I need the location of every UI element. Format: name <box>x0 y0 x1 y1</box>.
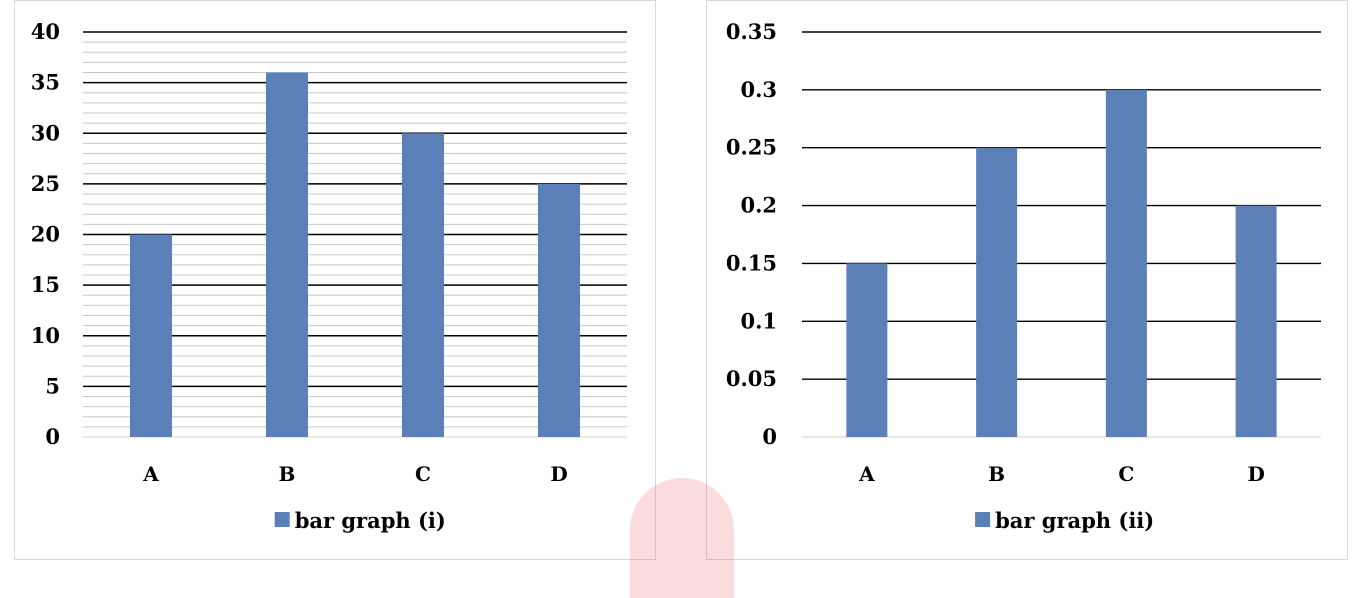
y-tick-label: 0.05 <box>726 366 777 391</box>
y-tick-label: 25 <box>31 171 60 196</box>
y-tick-label: 15 <box>31 272 60 297</box>
bar-c <box>1105 89 1147 437</box>
x-tick-label: D <box>550 462 567 486</box>
bar-a <box>130 234 172 437</box>
y-tick-label: 40 <box>31 19 60 44</box>
y-tick-label: 10 <box>31 323 60 348</box>
y-tick-label: 0 <box>762 424 777 449</box>
x-tick-label: B <box>279 462 296 486</box>
x-tick-label: C <box>1118 462 1134 486</box>
x-tick-label: D <box>1247 462 1264 486</box>
x-tick-label: B <box>988 462 1005 486</box>
bar-d <box>538 183 580 437</box>
legend-label: bar graph (ii) <box>995 508 1154 533</box>
legend-swatch <box>975 512 991 527</box>
x-tick-label: A <box>142 462 159 486</box>
bar-d <box>1235 205 1277 437</box>
legend-swatch <box>274 512 290 527</box>
y-tick-label: 0.1 <box>740 308 777 333</box>
bar-a <box>846 263 888 437</box>
y-tick-label: 0.2 <box>740 193 777 218</box>
y-tick-label: 0 <box>45 424 60 449</box>
x-tick-label: A <box>858 462 875 486</box>
y-tick-label: 0.3 <box>740 77 777 102</box>
bar-b <box>266 72 308 437</box>
y-tick-label: 5 <box>45 373 60 398</box>
y-tick-label: 0.35 <box>726 19 777 44</box>
bar-b <box>976 147 1018 437</box>
y-tick-label: 0.15 <box>726 250 777 275</box>
y-tick-label: 30 <box>31 120 60 145</box>
watermark-logo <box>630 478 734 598</box>
x-tick-label: C <box>415 462 431 486</box>
legend-label: bar graph (i) <box>295 508 446 533</box>
bar-c <box>402 133 444 437</box>
y-tick-label: 35 <box>31 70 60 95</box>
y-tick-label: 0.25 <box>726 135 777 160</box>
y-tick-label: 20 <box>31 222 60 247</box>
